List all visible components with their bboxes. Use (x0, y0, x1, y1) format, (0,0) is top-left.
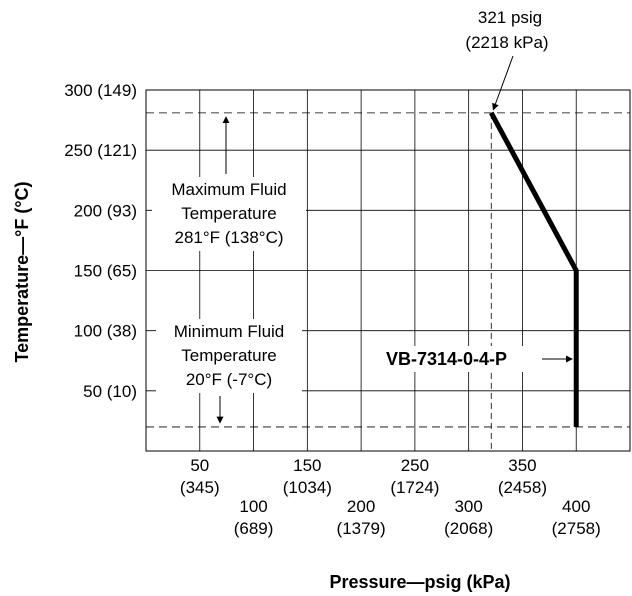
min-fluid-annotation-line2: Temperature (181, 346, 276, 365)
series-label-background (381, 346, 539, 372)
x-tick-label-400: 400 (562, 497, 590, 516)
y-tick-label-50: 50 (10) (83, 382, 137, 401)
x-tick-label-200: 200 (347, 497, 375, 516)
y-tick-label-150: 150 (65) (74, 262, 137, 281)
annotation-arrows (216, 55, 573, 424)
series-line-0 (489, 111, 579, 427)
min-fluid-annotation-line1: Minimum Fluid (174, 322, 285, 341)
min-fluid-annotation-line3: 20°F (-7°C) (186, 370, 272, 389)
x-tick-sublabel-250: (1724) (390, 478, 439, 497)
y-tick-label-200: 200 (93) (74, 201, 137, 220)
pressure-callout-arrow (492, 55, 514, 111)
y-tick-label-100: 100 (38) (74, 322, 137, 341)
x-tick-sublabel-400: (2758) (552, 519, 601, 538)
series-label-vb-7314: VB-7314-0-4-P (386, 349, 507, 369)
plot-frame (145, 89, 631, 452)
x-tick-label-100: 100 (239, 497, 267, 516)
x-tick-label-300: 300 (454, 497, 482, 516)
series-layer (489, 111, 579, 427)
min-fluid-annotation-background (156, 319, 302, 393)
pressure-callout-line1: 321 psig (478, 8, 542, 27)
y-axis-title: Temperature—°F (°C) (12, 181, 32, 362)
x-tick-label-350: 350 (508, 456, 536, 475)
x-axis-title: Pressure—psig (kPa) (329, 572, 510, 592)
x-tick-label-50: 50 (190, 456, 209, 475)
x-tick-sublabel-300: (2068) (444, 519, 493, 538)
x-tick-labels: 50 (345) 100 (689) 150 (1034) 200 (1379) 250 (172… (180, 456, 601, 538)
x-tick-label-250: 250 (401, 456, 429, 475)
grid (146, 90, 630, 451)
max-fluid-annotation-line3: 281°F (138°C) (174, 228, 283, 247)
x-tick-sublabel-150: (1034) (283, 478, 332, 497)
x-tick-sublabel-100: (689) (234, 519, 274, 538)
reference-lines (146, 112, 630, 451)
x-tick-label-150: 150 (293, 456, 321, 475)
y-tick-label-250: 250 (121) (64, 141, 137, 160)
x-tick-sublabel-350: (2458) (498, 478, 547, 497)
y-tick-labels: 50 (10) 100 (38) 150 (65) 200 (93) 250 (121)… (64, 81, 137, 401)
x-tick-sublabel-200: (1379) (337, 519, 386, 538)
y-tick-label-300: 300 (149) (64, 81, 137, 100)
max-fluid-annotation-line2: Temperature (181, 204, 276, 223)
pressure-callout-line2: (2218 kPa) (465, 33, 548, 52)
max-fluid-annotation-line1: Maximum Fluid (171, 180, 286, 199)
x-tick-sublabel-50: (345) (180, 478, 220, 497)
max-fluid-annotation-background (152, 177, 306, 251)
